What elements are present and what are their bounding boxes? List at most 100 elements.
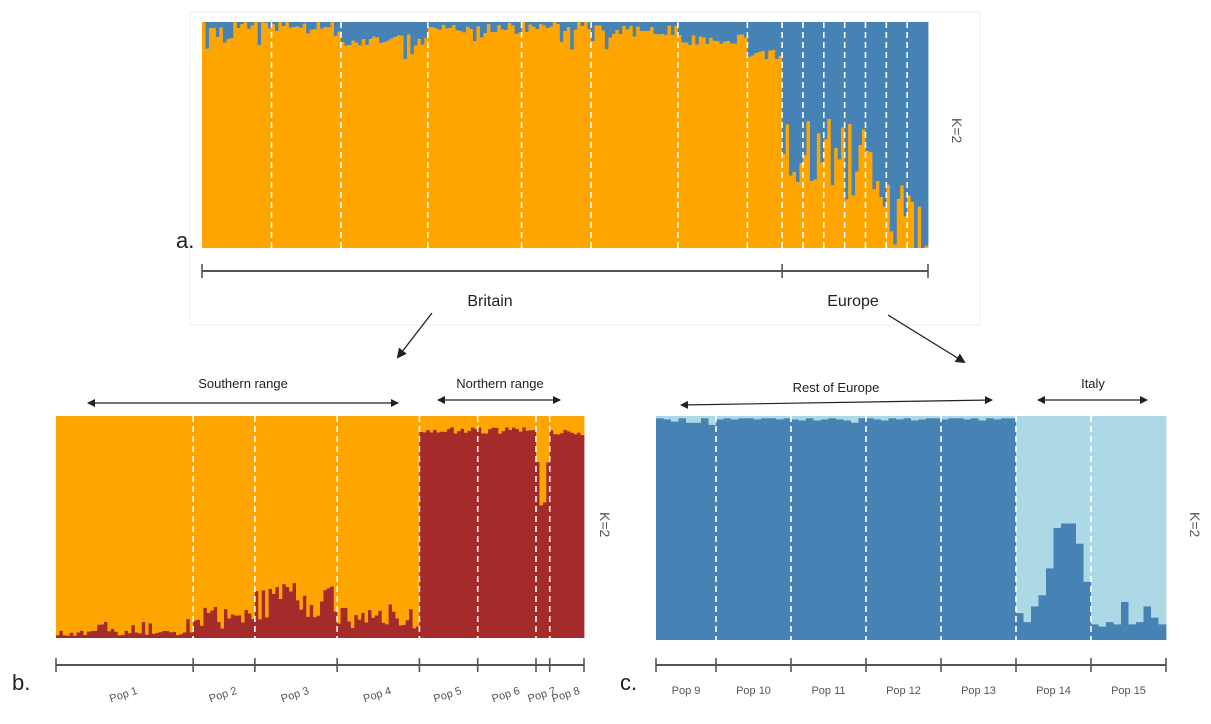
pop-label: Pop 9 [672,685,701,697]
bar-segment-orange [189,416,194,633]
bar-segment-blue [389,22,394,39]
bar-segment-red [522,427,527,638]
bar-segment-blue [1136,622,1144,640]
bar-segment-red [248,613,252,638]
bar-segment-red [491,427,496,638]
bar-segment-red [83,635,88,638]
bar-segment-orange [518,32,522,249]
bar-segment-red [134,632,139,638]
bar-segment-red [62,635,67,638]
bar-segment-orange [422,416,427,433]
bar-segment-orange [608,37,613,248]
bar-segment-orange [754,53,759,248]
bar-segment-blue [268,22,272,29]
bar-segment-orange [799,163,804,248]
bar-segment-orange [747,56,752,249]
pop-label: Pop 4 [362,685,393,705]
bar-segment-lightblue [806,416,814,419]
bar-segment-red [272,593,276,638]
bar-segment-orange [546,416,551,463]
bar-segment-orange [56,416,60,636]
bar-segment-orange [379,43,384,249]
bar-segment-orange [684,42,689,249]
bar-segment-red [577,432,581,638]
bar-segment-red [289,591,293,638]
bar-segment-red [80,630,84,638]
bar-segment-orange [875,181,880,248]
bar-segment-orange [580,416,585,436]
bar-segment-blue [250,22,255,26]
bar-segment-orange [559,41,564,249]
bar-segment-blue [903,418,912,640]
bar-segment-orange [344,45,349,248]
bar-segment-orange [326,416,331,589]
bar-segment-orange [622,25,627,248]
bar-segment-orange [403,59,408,249]
bar-segment-blue [754,22,759,54]
bar-segment-orange [460,416,465,429]
bar-segment-orange [257,44,262,249]
bar-segment-blue [497,22,502,26]
bar-segment-lightblue [941,416,949,420]
group-label-europe: Europe [827,293,879,310]
bar-segment-red [100,624,105,638]
bar-segment-orange [309,29,314,248]
bar-segment-red [453,433,458,638]
bar-segment-blue [309,22,314,30]
bar-segment-red [488,429,492,638]
bar-segment-orange [222,42,227,249]
bar-segment-red [189,632,194,638]
bar-segment-red [148,623,153,638]
bar-segment-blue [222,22,227,43]
bar-segment-orange [272,416,276,594]
bar-segment-lightblue [1038,416,1047,596]
bar-segment-orange [265,416,269,618]
bar-segment-lightblue [821,416,829,420]
bar-segment-blue [469,22,474,29]
bar-segment-blue [406,22,411,35]
bar-segment-orange [250,25,255,249]
bar-segment-orange [529,416,533,431]
panel-b-bars [56,416,585,638]
bar-segment-orange [591,40,595,249]
range-arrow-rest-of-europe [680,396,993,409]
bar-segment-orange [733,43,738,248]
bar-segment-orange [490,32,495,248]
panel-c-axis [655,658,1167,672]
bar-segment-orange [268,416,273,589]
bar-segment-orange [910,202,915,248]
bar-segment-red [457,431,461,638]
bar-segment-orange [862,129,866,248]
bar-segment-orange [217,416,221,623]
bar-segment-red [374,615,379,638]
bar-segment-lightblue [678,416,687,419]
bar-segment-blue [594,22,599,26]
bar-segment-red [285,587,290,638]
bar-segment-blue [844,22,849,200]
bar-segment-blue [802,22,807,156]
bar-segment-orange [176,416,180,636]
bar-segment-blue [740,22,745,35]
bar-segment-blue [837,22,842,160]
bar-segment-red [306,616,311,638]
bar-segment-orange [208,28,213,248]
bar-segment-orange [542,25,547,248]
bar-segment-orange [431,27,436,248]
bar-segment-orange [97,416,101,625]
bar-segment-blue [639,22,644,31]
bar-segment-blue [1076,543,1084,640]
bar-segment-orange [522,416,527,428]
bar-segment-blue [834,22,839,149]
bar-segment-orange [141,416,146,622]
bar-segment-orange [350,416,355,628]
bar-segment-blue [686,422,694,640]
bar-segment-red [347,621,352,638]
bar-segment-orange [340,416,345,608]
bar-segment-orange [128,416,132,634]
bar-segment-orange [443,416,448,432]
bar-segment-red [124,630,129,638]
bar-segment-red [203,607,208,638]
bar-segment-blue [219,22,224,28]
bar-segment-orange [386,40,390,248]
bar-segment-red [501,431,506,638]
